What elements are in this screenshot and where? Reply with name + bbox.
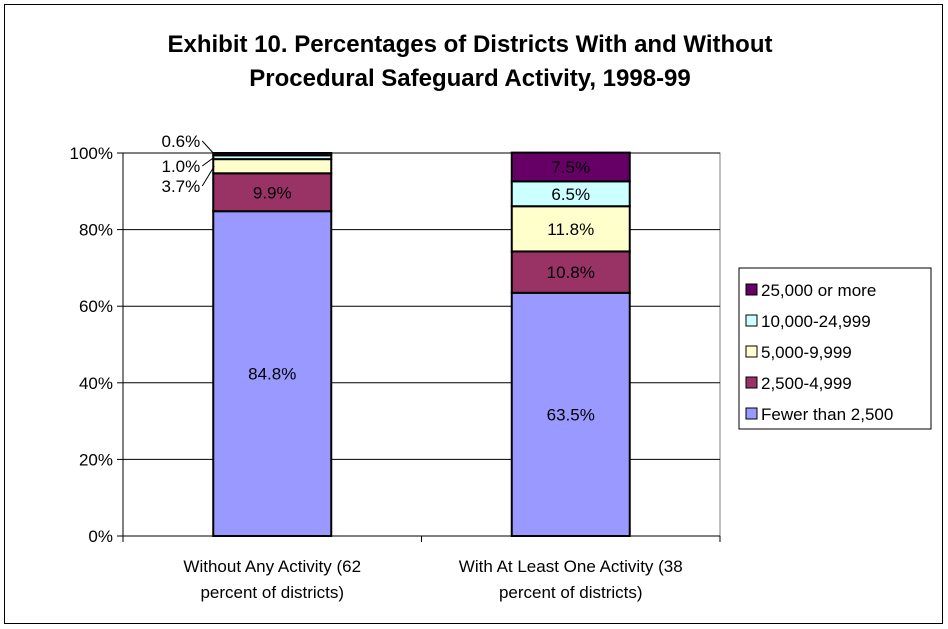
legend-label: 10,000-24,999 <box>761 312 871 331</box>
bar-segment <box>212 152 333 157</box>
bar-segment <box>510 205 631 253</box>
label-leader-line <box>201 156 215 167</box>
legend-swatch <box>745 345 758 358</box>
y-tick-label: 80% <box>79 221 113 240</box>
bars <box>212 151 631 538</box>
bar-segment <box>212 172 333 213</box>
category-label: percent of districts) <box>499 583 643 602</box>
data-label: 0.6% <box>162 132 201 151</box>
legend-swatch <box>745 376 758 389</box>
bar-segment <box>510 151 631 183</box>
category-label: With At Least One Activity (38 <box>459 557 683 576</box>
legend-swatch <box>745 407 758 420</box>
chart-title-line-2: Procedural Safeguard Activity, 1998-99 <box>249 65 691 92</box>
legend-swatch <box>745 314 758 327</box>
label-leader-line <box>201 165 215 187</box>
bar-segment <box>510 180 631 208</box>
legend-label: Fewer than 2,500 <box>761 405 893 424</box>
category-label: Without Any Activity (62 <box>183 557 361 576</box>
legend-label: 2,500-4,999 <box>761 374 852 393</box>
data-label: 6.5% <box>551 185 590 204</box>
category-labels: Without Any Activity (62 percent of distr… <box>183 557 682 602</box>
legend: 25,000 or more 10,000-24,999 5,000-9,999 2,… <box>738 267 932 430</box>
y-tick-label: 40% <box>79 374 113 393</box>
bar-segment <box>212 158 333 175</box>
bar-segment <box>212 210 333 537</box>
data-label: 3.7% <box>162 177 201 196</box>
bar-segment <box>510 250 631 294</box>
data-label: 7.5% <box>551 158 590 177</box>
data-label: 84.8% <box>248 365 296 384</box>
data-label: 63.5% <box>547 405 595 424</box>
data-label: 11.8% <box>547 220 594 239</box>
bar-segment <box>510 291 631 538</box>
y-axis: 0% 20% 40% 60% 80% 100% <box>70 144 721 546</box>
category-label: percent of districts) <box>200 583 344 602</box>
legend-swatch <box>745 283 758 296</box>
y-tick-label: 0% <box>88 527 113 546</box>
data-label: 10.8% <box>547 263 595 282</box>
legend-label: 5,000-9,999 <box>761 343 852 362</box>
data-label: 9.9% <box>253 183 292 202</box>
legend-label: 25,000 or more <box>761 281 876 300</box>
data-label: 1.0% <box>162 157 201 176</box>
y-tick-label: 20% <box>79 450 113 469</box>
y-tick-label: 60% <box>79 297 113 316</box>
leader-lines <box>201 140 215 187</box>
y-tick-label: 100% <box>70 144 113 163</box>
data-labels: 84.8% 9.9% 3.7%1.0% 0.6% 63.5% 10.8% 11.8% 6.5%… <box>162 132 595 424</box>
chart-title-line-1: Exhibit 10. Percentages of Districts Wit… <box>168 31 773 58</box>
legend-box <box>738 267 932 430</box>
label-leader-line <box>201 140 215 155</box>
